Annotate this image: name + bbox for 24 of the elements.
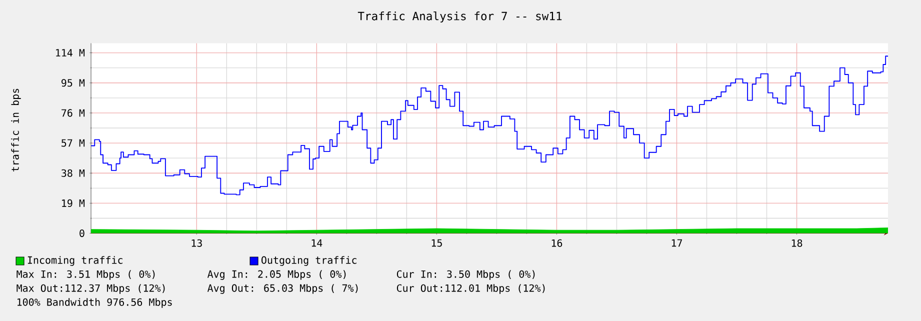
chart-title: Traffic Analysis for 7 -- sw11 [358,11,562,23]
x-tick-label: 14 [312,239,322,247]
x-tick-label: 16 [552,239,562,247]
legend-label: Incoming traffic [28,256,122,266]
y-tick-label: 76 M [62,109,85,117]
y-tick-label: 95 M [62,79,85,87]
text: Max In: 3.51 Mbps ( 0%) [16,270,155,280]
text: Max Out:112.37 Mbps (12%) [16,284,165,294]
y-tick-label: 114 M [56,49,85,56]
x-tick-label: 13 [192,239,202,247]
x-tick-label: 15 [432,239,442,247]
y-tick-label: 0 [80,229,84,238]
y-axis-title: traffic in bps [11,88,21,172]
text: 100% Bandwidth 976.56 Mbps [17,298,172,308]
y-tick-label: 19 M [62,199,85,207]
text: Cur Out:112.01 Mbps (12%) [396,284,545,294]
x-tick-label: 18 [792,239,802,247]
text: Cur In: 3.50 Mbps ( 0%) [396,270,535,280]
y-tick-label: 57 M [62,139,85,147]
text: Avg Out: 65.03 Mbps ( 7%) [207,284,358,294]
x-tick-label: 17 [672,239,682,247]
legend-label: Outgoing traffic [262,256,356,266]
text: Avg In: 2.05 Mbps ( 0%) [207,270,346,280]
y-tick-label: 38 M [62,169,85,177]
